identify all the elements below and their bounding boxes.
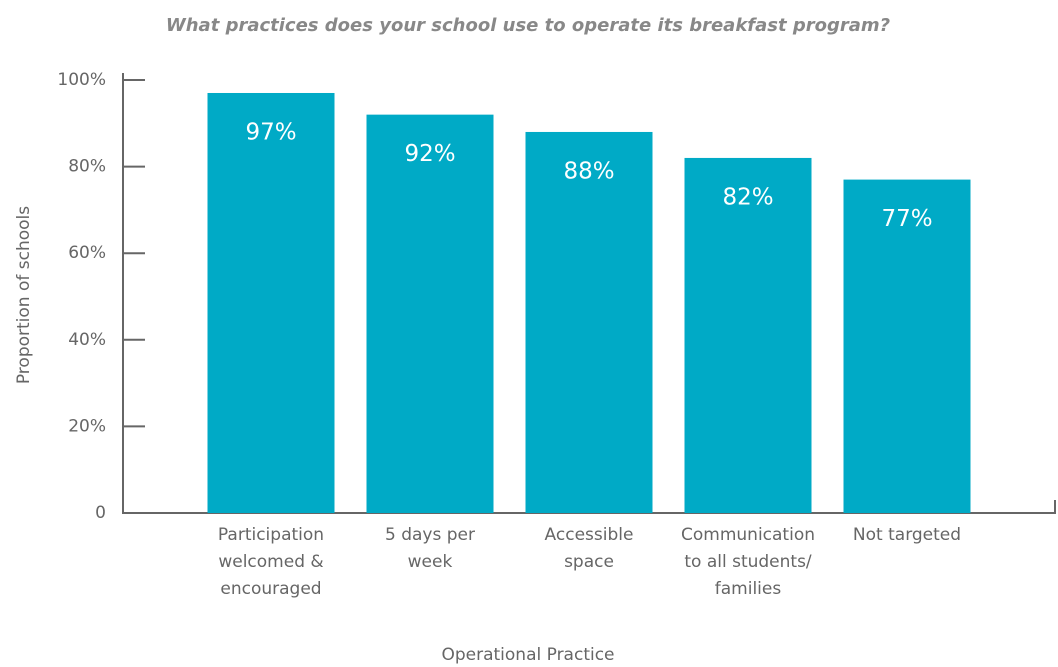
y-tick-label: 40% [68,330,106,350]
chart-title: What practices does your school use to o… [166,15,890,36]
bar [525,131,653,513]
bar [366,114,494,513]
x-axis-label: Operational Practice [441,645,614,665]
y-tick-label: 60% [68,243,106,263]
y-tick-label: 80% [68,157,106,177]
y-tick-label: 0 [95,503,106,523]
value-label: 88% [563,158,614,184]
value-label: 82% [722,184,773,210]
value-label: 92% [404,141,455,167]
bar [684,157,812,513]
bar [207,92,335,514]
bar [843,179,971,513]
y-tick-label: 100% [57,70,106,90]
y-axis-label: Proportion of schools [14,206,34,384]
x-tick-label: Communication to all students/families [681,525,815,599]
x-tick-label: Not targeted [853,525,961,545]
x-tick-label: 5 days per week [385,525,475,572]
value-label: 77% [881,206,932,232]
value-label: 97% [245,119,296,145]
x-tick-label: Participation welcomed & encouraged [218,525,324,599]
y-tick-label: 20% [68,416,106,436]
x-tick-label: Accessible space [545,525,634,572]
